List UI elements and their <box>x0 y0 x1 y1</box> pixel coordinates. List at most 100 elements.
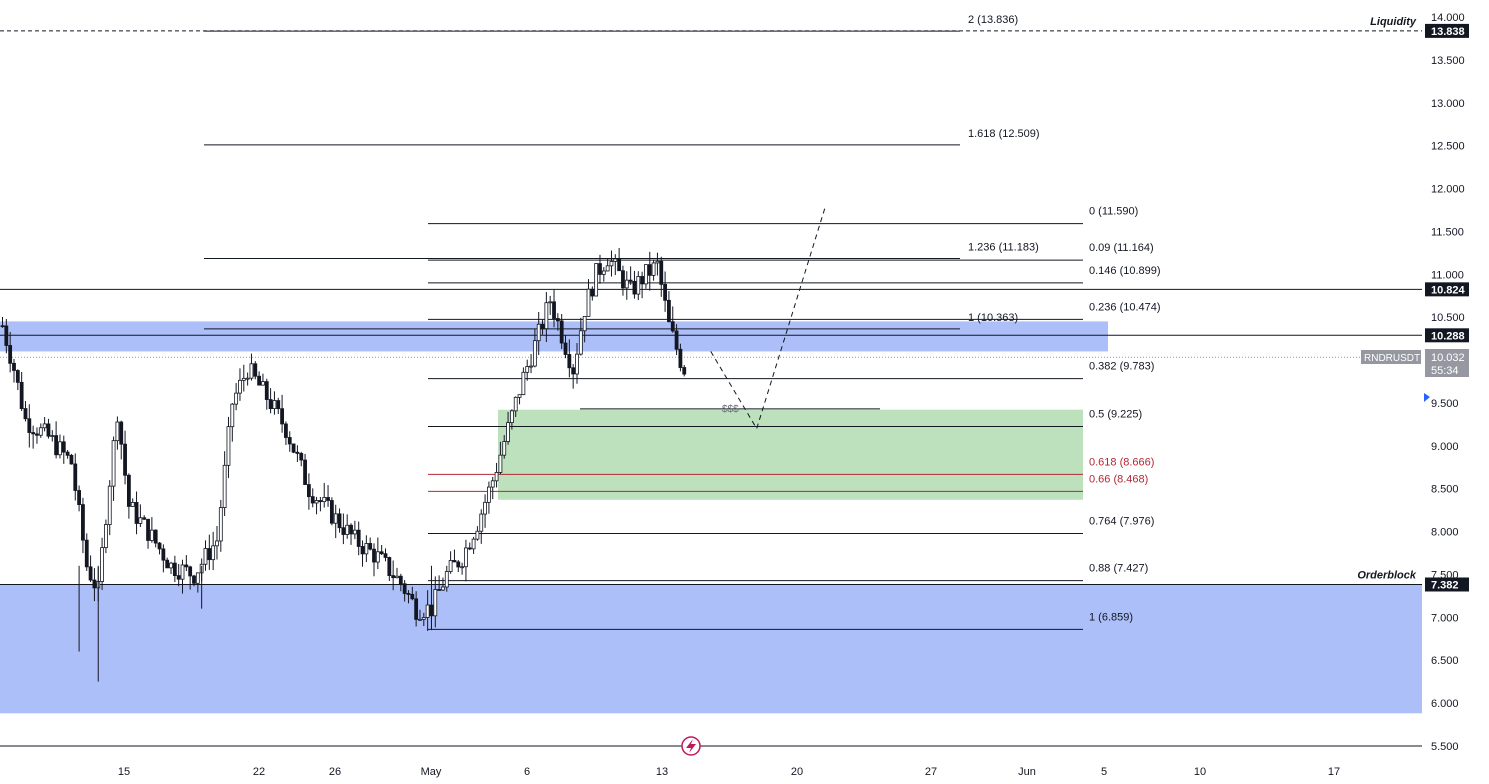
marked-level-badge <box>1425 328 1469 343</box>
bar-countdown: 55:34 <box>1431 365 1459 377</box>
candle-body <box>184 564 189 568</box>
candle-body <box>46 423 51 437</box>
candle-body <box>19 381 24 409</box>
candle-body <box>368 543 373 550</box>
candle-body <box>249 363 254 379</box>
candle-body <box>636 276 641 295</box>
price-tick-label: 9.000 <box>1431 441 1459 453</box>
candle-body <box>586 288 591 317</box>
candle-body <box>567 354 572 369</box>
candle-body <box>130 502 135 507</box>
marked-level-label: Liquidity <box>1370 16 1417 28</box>
candle-body <box>157 542 162 550</box>
fib-extension-label: 1 (10.363) <box>968 312 1018 324</box>
candle-body <box>329 500 334 524</box>
fib-retracement-label: 0.764 (7.976) <box>1089 516 1154 528</box>
demand-zone <box>498 409 1083 500</box>
candle-body <box>73 463 78 491</box>
candle-body <box>506 422 510 442</box>
candle-body <box>38 427 43 436</box>
candle-body <box>15 370 20 383</box>
candle-body <box>100 547 104 582</box>
candle-body <box>594 263 599 297</box>
fib-retracement-label: 0.382 (9.783) <box>1089 361 1154 373</box>
candle-body <box>379 551 384 555</box>
candle-body <box>176 575 181 580</box>
candle-body <box>421 617 426 620</box>
candle-body <box>58 441 62 456</box>
candle-body <box>613 258 618 262</box>
candle-body <box>299 453 304 461</box>
candle-body <box>230 403 235 428</box>
candle-body <box>667 299 671 323</box>
price-tick-label: 13.500 <box>1431 55 1465 67</box>
candle-body <box>349 524 353 535</box>
candle-body <box>50 435 55 438</box>
candle-body <box>502 441 507 456</box>
candle-body <box>4 325 9 346</box>
price-axis[interactable]: 13.838 10.824 10.288 7.382 14.000 13.500 13.00… <box>1425 12 1469 753</box>
symbol-badge: RNDRUSDT <box>1361 350 1421 364</box>
candle-body <box>134 502 139 524</box>
candle-body <box>663 283 667 301</box>
candle-body <box>146 518 150 541</box>
fib-retracement-label: 0.5 (9.225) <box>1089 408 1142 420</box>
time-tick-label: 5 <box>1101 766 1107 778</box>
price-tick-label: 8.000 <box>1431 527 1459 539</box>
fib-extension-label: 2 (13.836) <box>968 14 1018 26</box>
candle-body <box>92 579 97 589</box>
candle-body <box>452 560 457 563</box>
candle-body <box>226 426 231 466</box>
time-axis[interactable]: 15 22 26 May 6 13 20 27 Jun 5 10 17 <box>0 745 1422 778</box>
candle-body <box>555 318 560 322</box>
candle-body <box>284 423 288 438</box>
zones-layer <box>0 321 1422 714</box>
candle-body <box>517 394 522 398</box>
lightning-icon[interactable] <box>681 736 701 756</box>
candle-body <box>264 381 269 400</box>
candle-body <box>115 421 120 442</box>
time-tick-label: 10 <box>1194 766 1206 778</box>
candle-body <box>149 529 154 541</box>
candle-body <box>126 474 131 507</box>
fib-retracement-label: 0.66 (8.468) <box>1089 473 1148 485</box>
candle-body <box>456 561 461 568</box>
candle-body <box>65 451 70 456</box>
candle-body <box>345 524 350 535</box>
price-tick-label: 9.500 <box>1431 398 1459 410</box>
fib-retracement-label: 1 (6.859) <box>1089 611 1133 623</box>
levels-layer: 2 (13.836) 1.618 (12.509) 1.236 (11.183) 1 … <box>0 14 1422 630</box>
candle-body <box>104 524 108 549</box>
candle-body <box>54 435 59 456</box>
candle-body <box>161 548 166 561</box>
candle-body <box>387 557 392 576</box>
candle-body <box>640 276 645 285</box>
candle-body <box>628 279 633 282</box>
candle-body <box>272 400 277 410</box>
candle-body <box>310 496 315 504</box>
candle-body <box>195 572 200 584</box>
candle-body <box>609 261 614 267</box>
candle-body <box>245 377 250 380</box>
candle-body <box>107 485 112 525</box>
candle-body <box>153 529 158 544</box>
candle-body <box>498 454 503 473</box>
candle-body <box>352 529 357 535</box>
candle-body <box>464 547 468 568</box>
candle-body <box>644 264 648 285</box>
candle-body <box>119 421 124 445</box>
candle-body <box>364 543 369 555</box>
last-price-badge: 10.032 55:34 <box>1425 349 1469 377</box>
price-tick-label: 11.000 <box>1431 269 1464 281</box>
candle-body <box>624 279 629 289</box>
candle-body <box>142 517 147 520</box>
candle-body <box>12 362 16 371</box>
candle-body <box>674 330 679 350</box>
candle-body <box>306 484 311 498</box>
price-tick-label: 5.500 <box>1431 741 1459 753</box>
price-tick-label: 11.500 <box>1431 226 1464 238</box>
candle-body <box>61 441 66 453</box>
candle-body <box>475 530 480 540</box>
candle-body <box>35 433 39 436</box>
